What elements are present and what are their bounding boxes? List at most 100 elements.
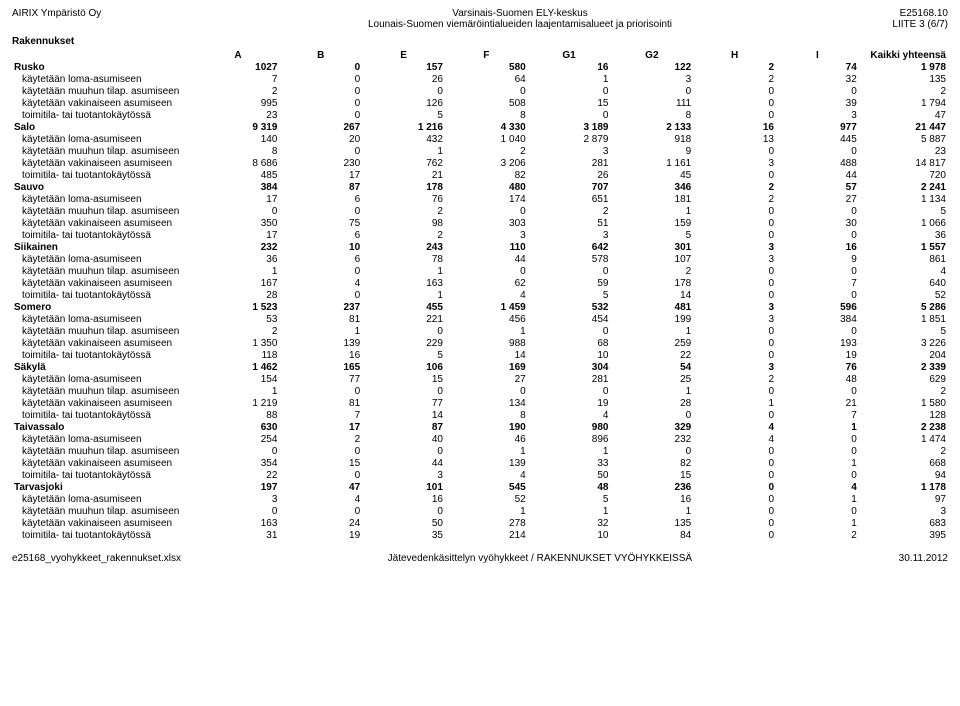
row-label: toimitila- tai tuotantokäytössä [12,109,197,121]
value-cell: 0 [693,277,776,289]
value-cell: 154 [197,373,280,385]
header-title: Varsinais-Suomen ELY-keskus [212,8,828,19]
value-cell: 3 [693,157,776,169]
detail-row: käytetään vakinaiseen asumiseen167416362… [12,277,948,289]
group-total-cell: 16 [776,241,859,253]
value-cell: 82 [445,169,528,181]
group-total-cell: 1 [776,421,859,433]
value-cell: 31 [197,529,280,541]
col-header-label [12,49,197,61]
value-cell: 0 [693,349,776,361]
value-cell: 918 [610,133,693,145]
detail-row: toimitila- tai tuotantokäytössä176233500… [12,229,948,241]
group-total-cell: 87 [362,421,445,433]
value-cell: 2 [197,325,280,337]
value-cell: 0 [362,85,445,97]
page-header: AIRIX Ympäristö Oy Varsinais-Suomen ELY-… [12,8,948,19]
value-cell: 896 [528,433,611,445]
detail-row: käytetään loma-asumiseen1767617465118122… [12,193,948,205]
value-cell: 35 [362,529,445,541]
value-cell: 48 [776,373,859,385]
value-cell: 5 [528,493,611,505]
value-cell: 1 [528,505,611,517]
value-cell: 0 [776,265,859,277]
value-cell: 3 [610,73,693,85]
value-cell: 0 [693,385,776,397]
group-row: Salo9 3192671 2164 3303 1892 1331697721 … [12,121,948,133]
value-cell: 8 686 [197,157,280,169]
value-cell: 3 [776,109,859,121]
value-cell: 0 [610,85,693,97]
value-cell: 3 [445,229,528,241]
value-cell: 4 [279,493,362,505]
group-total-cell: 16 [693,121,776,133]
value-cell: 193 [776,337,859,349]
value-cell: 1 040 [445,133,528,145]
group-name: Säkylä [12,361,197,373]
value-cell: 15 [279,457,362,469]
value-cell: 14 [610,289,693,301]
group-total-cell: 1 523 [197,301,280,313]
value-cell: 0 [776,433,859,445]
group-total-cell: 17 [279,421,362,433]
value-cell: 27 [445,373,528,385]
value-cell: 107 [610,253,693,265]
value-cell: 354 [197,457,280,469]
detail-row: käytetään loma-asumiseen70266413232135 [12,73,948,85]
group-row: Taivassalo6301787190980329412 238 [12,421,948,433]
value-cell: 68 [528,337,611,349]
value-cell: 10 [528,349,611,361]
row-label: käytetään muuhun tilap. asumiseen [12,445,197,457]
col-header: I [776,49,859,61]
page-footer: e25168_vyohykkeet_rakennukset.xlsx Jätev… [12,553,948,564]
value-cell: 84 [610,529,693,541]
value-cell: 0 [445,385,528,397]
value-cell: 395 [859,529,948,541]
group-total-cell: 101 [362,481,445,493]
group-total-cell: 48 [528,481,611,493]
detail-row: käytetään muuhun tilap. asumiseen1000010… [12,385,948,397]
detail-row: käytetään vakinaiseen asumiseen163245027… [12,517,948,529]
value-cell: 1 [610,325,693,337]
value-cell: 135 [610,517,693,529]
group-total-cell: 480 [445,181,528,193]
row-label: toimitila- tai tuotantokäytössä [12,409,197,421]
value-cell: 0 [197,205,280,217]
value-cell: 0 [279,505,362,517]
group-total-cell: 1 216 [362,121,445,133]
value-cell: 21 [362,169,445,181]
value-cell: 16 [610,493,693,505]
group-total-cell: 2 133 [610,121,693,133]
group-total-cell: 304 [528,361,611,373]
value-cell: 27 [776,193,859,205]
col-header: A [197,49,280,61]
group-total-cell: 977 [776,121,859,133]
value-cell: 278 [445,517,528,529]
value-cell: 1 474 [859,433,948,445]
value-cell: 254 [197,433,280,445]
value-cell: 0 [693,217,776,229]
group-total-cell: 2 [693,181,776,193]
value-cell: 17 [279,169,362,181]
group-total-cell: 232 [197,241,280,253]
value-cell: 1 [445,505,528,517]
value-cell: 1 [197,385,280,397]
value-cell: 456 [445,313,528,325]
value-cell: 0 [693,97,776,109]
value-cell: 26 [528,169,611,181]
value-cell: 720 [859,169,948,181]
group-row: Sauvo384871784807073462572 241 [12,181,948,193]
value-cell: 26 [362,73,445,85]
value-cell: 3 [859,505,948,517]
detail-row: käytetään vakinaiseen asumiseen995012650… [12,97,948,109]
value-cell: 2 [859,85,948,97]
value-cell: 16 [362,493,445,505]
group-total-cell: 237 [279,301,362,313]
row-label: käytetään muuhun tilap. asumiseen [12,325,197,337]
value-cell: 0 [776,85,859,97]
group-total-cell: 596 [776,301,859,313]
value-cell: 1 794 [859,97,948,109]
footer-date: 30.11.2012 [899,553,948,564]
value-cell: 44 [776,169,859,181]
value-cell: 0 [279,289,362,301]
